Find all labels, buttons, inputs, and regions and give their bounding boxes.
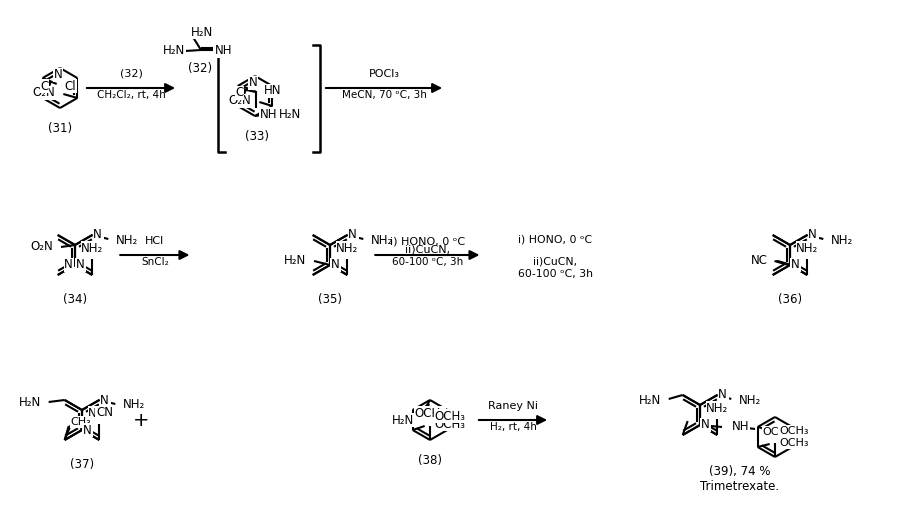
Text: MeCN, 70 ᵒC, 3h: MeCN, 70 ᵒC, 3h [341, 90, 426, 100]
Text: Cl: Cl [65, 80, 77, 93]
Text: (36): (36) [778, 293, 802, 306]
Text: O₂N: O₂N [228, 95, 251, 108]
Text: HCl: HCl [145, 236, 164, 246]
Text: H₂N: H₂N [638, 393, 661, 406]
Text: Trimetrexate.: Trimetrexate. [700, 480, 780, 493]
Text: SnCl₂: SnCl₂ [141, 257, 169, 267]
Text: N: N [248, 77, 257, 89]
Text: C: C [40, 80, 48, 93]
Text: 60-100 ᵒC, 3h: 60-100 ᵒC, 3h [392, 257, 463, 267]
Text: (32): (32) [188, 62, 212, 75]
Text: CH₂Cl₂, rt, 4h: CH₂Cl₂, rt, 4h [97, 90, 165, 100]
Text: NH₂: NH₂ [740, 393, 761, 406]
Text: CN: CN [96, 406, 113, 419]
Text: N: N [719, 388, 727, 402]
Text: N: N [100, 393, 109, 406]
Text: (38): (38) [418, 454, 442, 467]
Text: OCH₃: OCH₃ [415, 407, 446, 420]
Text: C: C [236, 86, 244, 99]
Text: N: N [332, 258, 341, 271]
Text: OCH₃: OCH₃ [780, 438, 809, 448]
Text: NH₂: NH₂ [796, 242, 818, 255]
Text: NC: NC [751, 253, 768, 266]
Text: N: N [54, 68, 62, 82]
Text: N: N [792, 258, 801, 271]
Text: +: + [133, 410, 150, 430]
Text: POCl₃: POCl₃ [369, 69, 400, 79]
Text: (32): (32) [120, 69, 142, 79]
Text: H₂N: H₂N [163, 44, 185, 57]
Text: N: N [808, 229, 817, 241]
Text: N: N [94, 229, 103, 241]
Text: NH₂: NH₂ [336, 242, 359, 255]
Text: NH₂: NH₂ [832, 234, 854, 247]
Text: H₂, rt, 4h: H₂, rt, 4h [489, 422, 537, 432]
Text: NH₂: NH₂ [116, 234, 139, 247]
Text: Raney Ni: Raney Ni [488, 401, 538, 411]
Text: NH₂: NH₂ [81, 242, 103, 255]
Text: ii)CuCN,: ii)CuCN, [404, 244, 450, 254]
Text: NH₂: NH₂ [706, 402, 729, 415]
Text: N: N [701, 418, 709, 432]
Text: HN: HN [264, 84, 281, 98]
Text: N: N [350, 229, 358, 241]
Text: NH: NH [259, 108, 278, 120]
Text: OCH₃: OCH₃ [762, 427, 792, 437]
Text: N: N [702, 418, 710, 432]
Text: (35): (35) [318, 293, 342, 306]
Text: 60-100 ᵒC, 3h: 60-100 ᵒC, 3h [518, 269, 593, 279]
Text: N: N [349, 229, 357, 241]
Text: O₂N: O₂N [33, 86, 56, 99]
Text: NH₂: NH₂ [123, 399, 145, 412]
Text: (37): (37) [70, 458, 94, 471]
Text: N: N [719, 388, 728, 402]
Text: N: N [83, 423, 91, 436]
Text: H₂N: H₂N [18, 396, 41, 408]
Text: ii)CuCN,: ii)CuCN, [533, 257, 577, 267]
Text: i) HONO, 0 ᵒC: i) HONO, 0 ᵒC [518, 235, 592, 245]
Text: O₂N: O₂N [30, 240, 53, 253]
Text: (33): (33) [245, 130, 269, 143]
Text: CH₃: CH₃ [70, 417, 91, 427]
Text: N: N [93, 229, 102, 241]
Text: N: N [791, 258, 800, 271]
Text: N: N [101, 393, 110, 406]
Text: (31): (31) [48, 122, 72, 135]
Text: N: N [77, 258, 86, 271]
Text: N: N [809, 229, 818, 241]
Text: N: N [64, 258, 73, 271]
Text: i) HONO, 0 ᵒC: i) HONO, 0 ᵒC [390, 236, 465, 246]
Text: OCH₃: OCH₃ [780, 426, 809, 436]
Text: NH₂: NH₂ [372, 234, 394, 247]
Text: NH₂: NH₂ [89, 407, 110, 420]
Text: H₂N: H₂N [284, 253, 306, 266]
Text: (39), 74 %: (39), 74 % [709, 465, 771, 478]
Text: NH: NH [215, 44, 233, 57]
Text: N: N [84, 423, 93, 436]
Text: NH: NH [732, 420, 750, 433]
Text: (34): (34) [63, 293, 87, 306]
Text: N: N [76, 258, 85, 271]
Text: H₂N: H₂N [279, 108, 301, 120]
Text: OCH₃: OCH₃ [435, 418, 466, 431]
Text: H₂N: H₂N [191, 25, 214, 38]
Text: OCH₃: OCH₃ [435, 409, 466, 422]
Text: N: N [331, 258, 340, 271]
Text: H₂N: H₂N [392, 414, 414, 427]
